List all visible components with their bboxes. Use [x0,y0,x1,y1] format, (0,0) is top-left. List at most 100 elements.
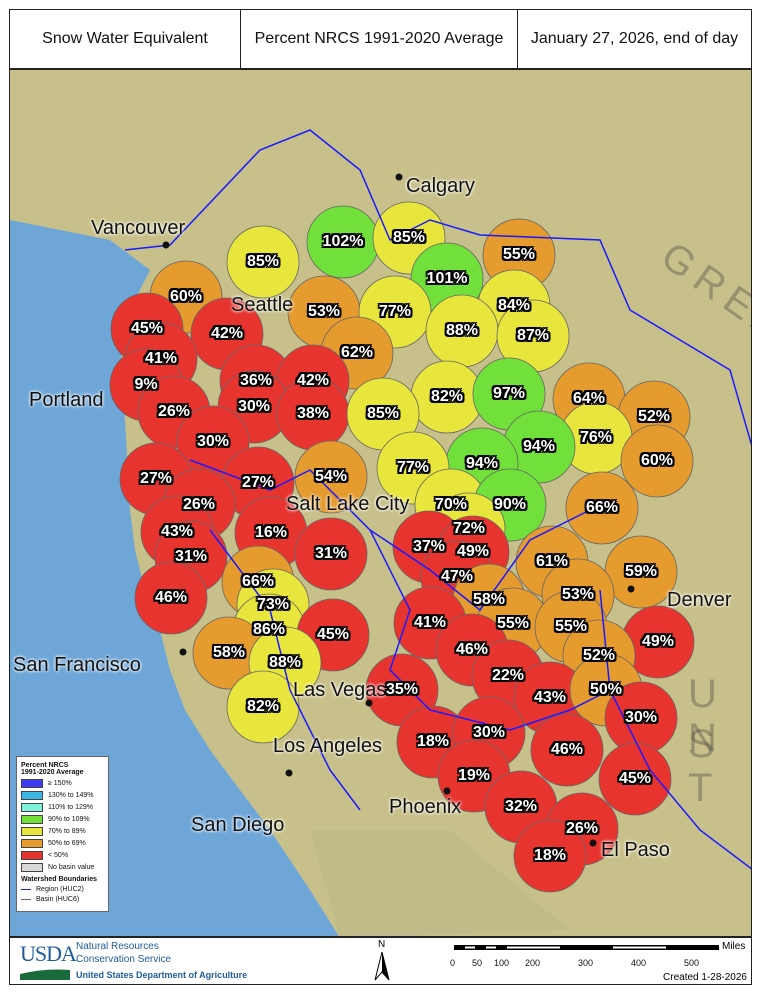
basin-percent-label: 27% [241,474,275,491]
city-label: Las Vegas [293,679,387,701]
basin-percent-label: 16% [254,524,288,541]
legend-swatch [21,803,43,812]
basin-percent-label: 45% [130,320,164,337]
legend-basin-label: Basin (HUC6) [36,896,80,903]
city-marker-icon [395,173,403,181]
basin-percent-label: 97% [492,385,526,402]
basin-percent-label: 43% [160,523,194,540]
basin-percent-label: 49% [456,543,490,560]
basin-percent-label: 52% [582,647,616,664]
legend-title-line1: Percent NRCS [21,762,69,769]
header-basis: Percent NRCS 1991-2020 Average [240,9,518,69]
legend-label: 70% to 89% [48,828,86,835]
basin-percent-label: 77% [396,459,430,476]
basin-percent-label: 42% [296,372,330,389]
city-label: Salt Lake City [286,493,410,515]
legend-label: No basin value [48,864,95,871]
basin-percent-label: 45% [618,770,652,787]
basin-percent-label: 30% [624,709,658,726]
legend-item: 130% to 149% [21,791,104,800]
basin-percent-label: 43% [533,689,567,706]
basin-percent-label: 50% [589,681,623,698]
city-label: Calgary [406,175,475,197]
basin-percent-label: 53% [561,586,595,603]
basin-percent-label: 94% [465,455,499,472]
basin-percent-label: 32% [504,798,538,815]
city-label: Seattle [231,294,294,316]
basin-percent-label: 84% [497,297,531,314]
basin-area [226,225,300,299]
basin-percent-label: 70% [434,496,468,513]
legend-label: 90% to 109% [48,816,90,823]
basin-line-swatch [21,899,31,900]
basin-percent-label: 58% [212,644,246,661]
usda-logo: USDA [20,941,77,966]
basin-percent-label: 22% [491,667,525,684]
basin-percent-label: 61% [535,553,569,570]
legend-title: Percent NRCS 1991-2020 Average [21,762,104,776]
city-marker-icon [179,648,187,656]
basin-percent-label: 77% [378,303,412,320]
agency-name-line2: Conservation Service [76,954,172,965]
basin-percent-label: 30% [196,433,230,450]
legend-label: 110% to 129% [48,804,94,811]
basin-percent-label: 101% [426,270,468,287]
basin-percent-label: 87% [516,327,550,344]
basin-percent-label: 35% [385,681,419,698]
basin-percent-label: 26% [565,820,599,837]
legend-basin: Basin (HUC6) [21,896,104,903]
legend-region-label: Region (HUC2) [36,886,84,893]
basin-percent-label: 45% [316,626,350,643]
basin-percent-label: 53% [307,303,341,320]
basin-percent-label: 76% [579,429,613,446]
city-marker-icon [162,241,170,249]
basin-percent-label: 30% [237,398,271,415]
city-label: San Francisco [13,654,141,676]
city-marker-icon [365,699,373,707]
basin-percent-label: 60% [169,288,203,305]
ocean [10,70,339,936]
city-label: Portland [29,389,104,411]
legend-label: 50% to 69% [48,840,86,847]
scale-tick-label: 400 [631,958,647,968]
basin-percent-label: 86% [252,621,286,638]
north-arrow-icon [374,952,390,981]
city-label: El Paso [601,839,670,861]
legend-swatch [21,827,43,836]
scale-tick-label: 100 [494,958,510,968]
basin-area [530,713,604,787]
basin-percent-label: 82% [246,698,280,715]
basin-percent-label: 66% [241,573,275,590]
city-label: Denver [667,589,732,611]
legend-label: < 50% [48,852,69,859]
basin-percent-label: 31% [174,548,208,565]
basin-percent-label: 19% [457,767,491,784]
basin-percent-label: 38% [296,405,330,422]
usda-logo-swoosh [20,969,70,980]
basin-percent-label: 58% [472,591,506,608]
department-name: United States Department of Agriculture [76,970,248,980]
city-marker-icon [443,787,451,795]
basin-percent-label: 9% [134,376,158,393]
basin-percent-label: 55% [496,615,530,632]
basin-percent-label: 37% [412,538,446,555]
basin-percent-label: 36% [239,372,273,389]
legend-title-line2: 1991-2020 Average [21,769,84,776]
basin-area [294,517,368,591]
basin-area [134,561,208,635]
footer: USDA Natural Resources Conservation Serv… [9,937,752,985]
basin-area [513,819,587,893]
legend-item: 90% to 109% [21,815,104,824]
basin-percent-label: 64% [572,390,606,407]
basin-percent-label: 55% [502,246,536,263]
basin-percent-label: 46% [550,741,584,758]
city-marker-icon [589,839,597,847]
basin-percent-label: 88% [445,322,479,339]
legend-label: 130% to 149% [48,792,94,799]
legend-boundaries-title: Watershed Boundaries [21,876,97,883]
map-svg [10,70,751,936]
basin-percent-label: 88% [268,654,302,671]
basin-percent-label: 55% [554,618,588,635]
mexico-land [310,830,570,936]
header-metric: Snow Water Equivalent [9,9,241,69]
